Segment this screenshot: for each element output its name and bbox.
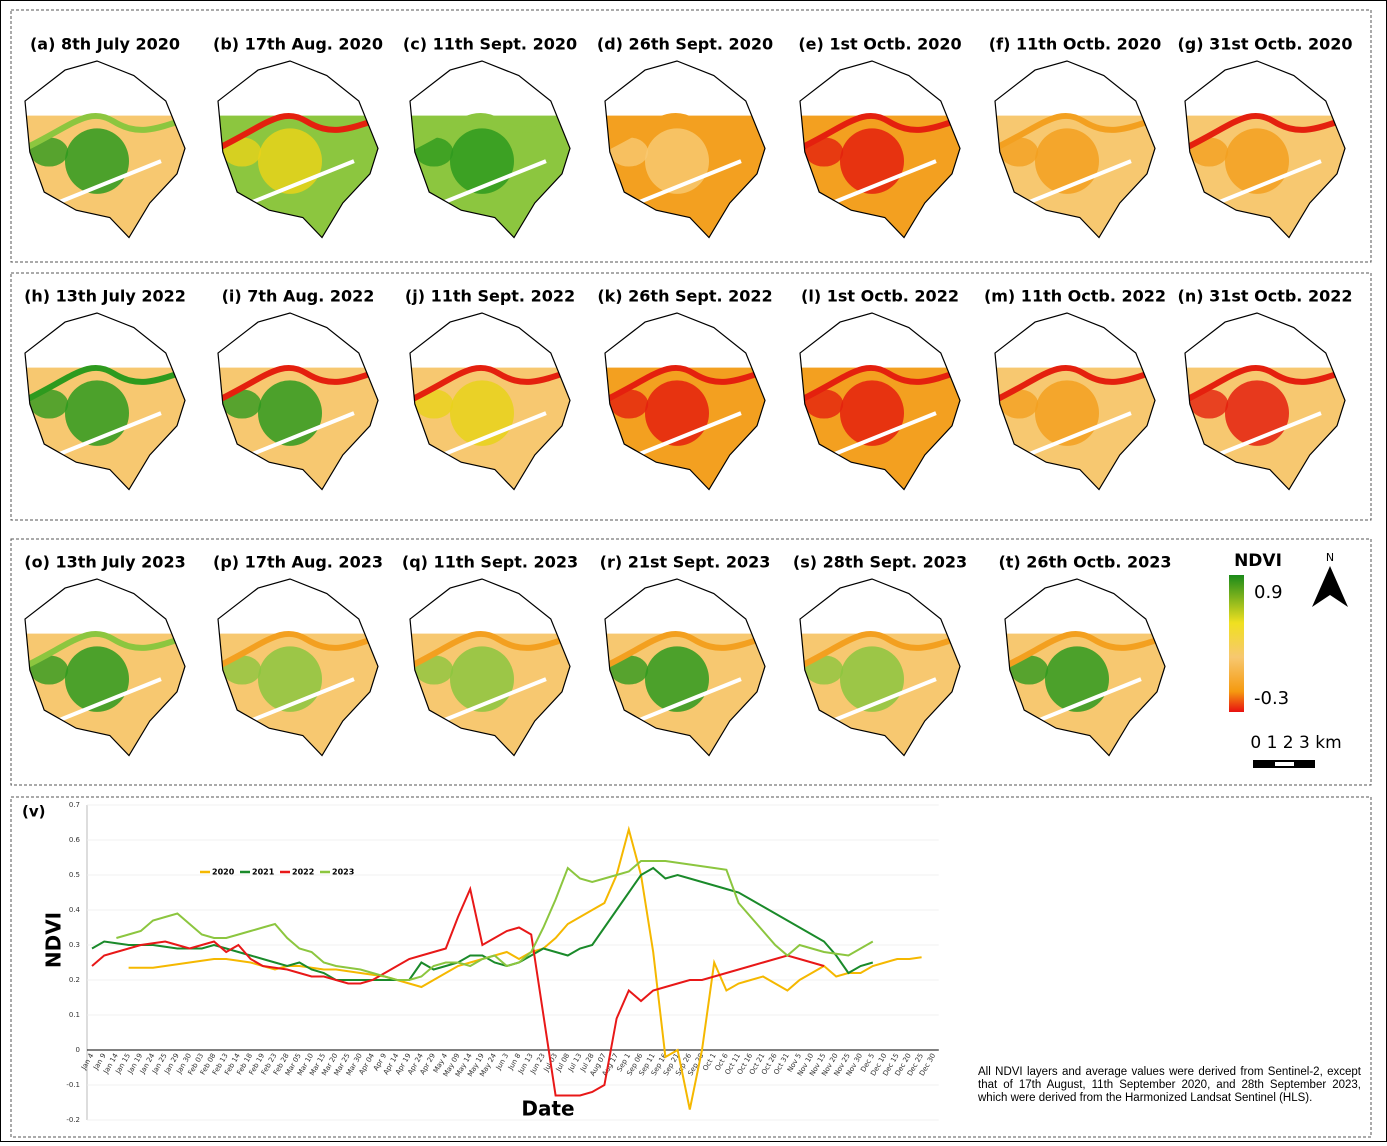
map-patch	[65, 128, 129, 194]
y-tick-label: 0	[76, 1046, 80, 1054]
map-patch	[1045, 646, 1109, 712]
map-label: (h) 13th July 2022	[24, 287, 186, 306]
note-box: All NDVI layers and average values were …	[978, 1066, 1361, 1132]
map	[1185, 313, 1345, 495]
legend-gradient	[1229, 575, 1244, 712]
legend-label: 2021	[252, 868, 275, 877]
map-patch	[258, 380, 322, 446]
map-patch	[645, 380, 709, 446]
map	[800, 61, 960, 243]
map	[25, 579, 185, 761]
map-label: (m) 11th Octb. 2022	[984, 287, 1166, 306]
panel-label: (v)	[22, 803, 46, 821]
y-axis-label: NDVI	[42, 912, 66, 968]
map-label: (p) 17th Aug. 2023	[213, 553, 383, 572]
map-patch	[645, 646, 709, 712]
map-label: (i) 7th Aug. 2022	[222, 287, 375, 306]
map-label: (g) 31st Octb. 2020	[1177, 35, 1352, 54]
map	[25, 61, 185, 243]
y-tick-label: 0.1	[69, 1011, 80, 1019]
y-tick-label: -0.1	[66, 1081, 80, 1089]
map-patch	[1225, 128, 1289, 194]
map-patch	[65, 646, 129, 712]
map-patch	[1035, 380, 1099, 446]
map-label: (f) 11th Octb. 2020	[989, 35, 1161, 54]
map-label: (n) 31st Octb. 2022	[1178, 287, 1353, 306]
y-tick-label: 0.5	[69, 871, 80, 879]
map-label: (l) 1st Octb. 2022	[801, 287, 959, 306]
map	[1005, 579, 1165, 761]
north-arrow	[1312, 566, 1348, 607]
map-label: (s) 28th Sept. 2023	[793, 553, 967, 572]
map-patch	[450, 128, 514, 194]
map	[995, 313, 1155, 495]
legend-min: -0.3	[1254, 688, 1289, 709]
map-patch	[840, 128, 904, 194]
x-axis-label: Date	[521, 1097, 574, 1121]
map-patch	[1035, 128, 1099, 194]
map	[218, 313, 378, 495]
map	[605, 61, 765, 243]
y-tick-label: 0.6	[69, 836, 81, 844]
series-line	[92, 889, 824, 1096]
map-label: (r) 21st Sept. 2023	[600, 553, 771, 572]
legend-label: 2022	[292, 868, 314, 877]
map-label: (q) 11th Sept. 2023	[402, 553, 578, 572]
map-patch	[65, 380, 129, 446]
map	[995, 61, 1155, 243]
north-label: N	[1326, 551, 1334, 564]
map-label: (j) 11th Sept. 2022	[405, 287, 575, 306]
map-label: (e) 1st Octb. 2020	[798, 35, 961, 54]
map-label: (d) 26th Sept. 2020	[597, 35, 773, 54]
y-tick-label: 0.2	[69, 976, 80, 984]
map-label: (c) 11th Sept. 2020	[403, 35, 577, 54]
map-patch	[645, 128, 709, 194]
y-tick-label: 0.7	[69, 801, 80, 809]
x-tick-label: Jun 3	[494, 1052, 510, 1072]
map	[218, 61, 378, 243]
map	[800, 313, 960, 495]
y-tick-label: 0.3	[69, 941, 80, 949]
map	[605, 579, 765, 761]
map-patch	[840, 380, 904, 446]
map	[218, 579, 378, 761]
map	[605, 313, 765, 495]
map-label: (b) 17th Aug. 2020	[213, 35, 383, 54]
map	[410, 61, 570, 243]
y-tick-label: 0.4	[69, 906, 81, 914]
map-patch	[840, 646, 904, 712]
map-patch	[258, 646, 322, 712]
map-label: (t) 26th Octb. 2023	[998, 553, 1171, 572]
scale-bar	[1253, 760, 1315, 768]
scale-label: 0 1 2 3 km	[1250, 733, 1341, 753]
map-patch	[1225, 380, 1289, 446]
legend-label: 2023	[332, 868, 354, 877]
map	[410, 313, 570, 495]
map-label: (o) 13th July 2023	[24, 553, 185, 572]
map	[25, 313, 185, 495]
map	[1185, 61, 1345, 243]
map-patch	[450, 646, 514, 712]
map-label: (k) 26th Sept. 2022	[597, 287, 772, 306]
note: All NDVI layers and average values were …	[978, 1066, 1361, 1105]
figure: NDVI 0.9 -0.3 N 0 1 2 3 km (v) NDVI Date…	[0, 0, 1387, 1142]
legend-max: 0.9	[1254, 582, 1283, 603]
legend-label: 2020	[212, 868, 235, 877]
map	[800, 579, 960, 761]
y-tick-label: -0.2	[66, 1116, 80, 1124]
map-patch	[450, 380, 514, 446]
legend-title: NDVI	[1234, 551, 1282, 571]
map-label: (a) 8th July 2020	[30, 35, 180, 54]
map	[410, 579, 570, 761]
map-patch	[258, 128, 322, 194]
